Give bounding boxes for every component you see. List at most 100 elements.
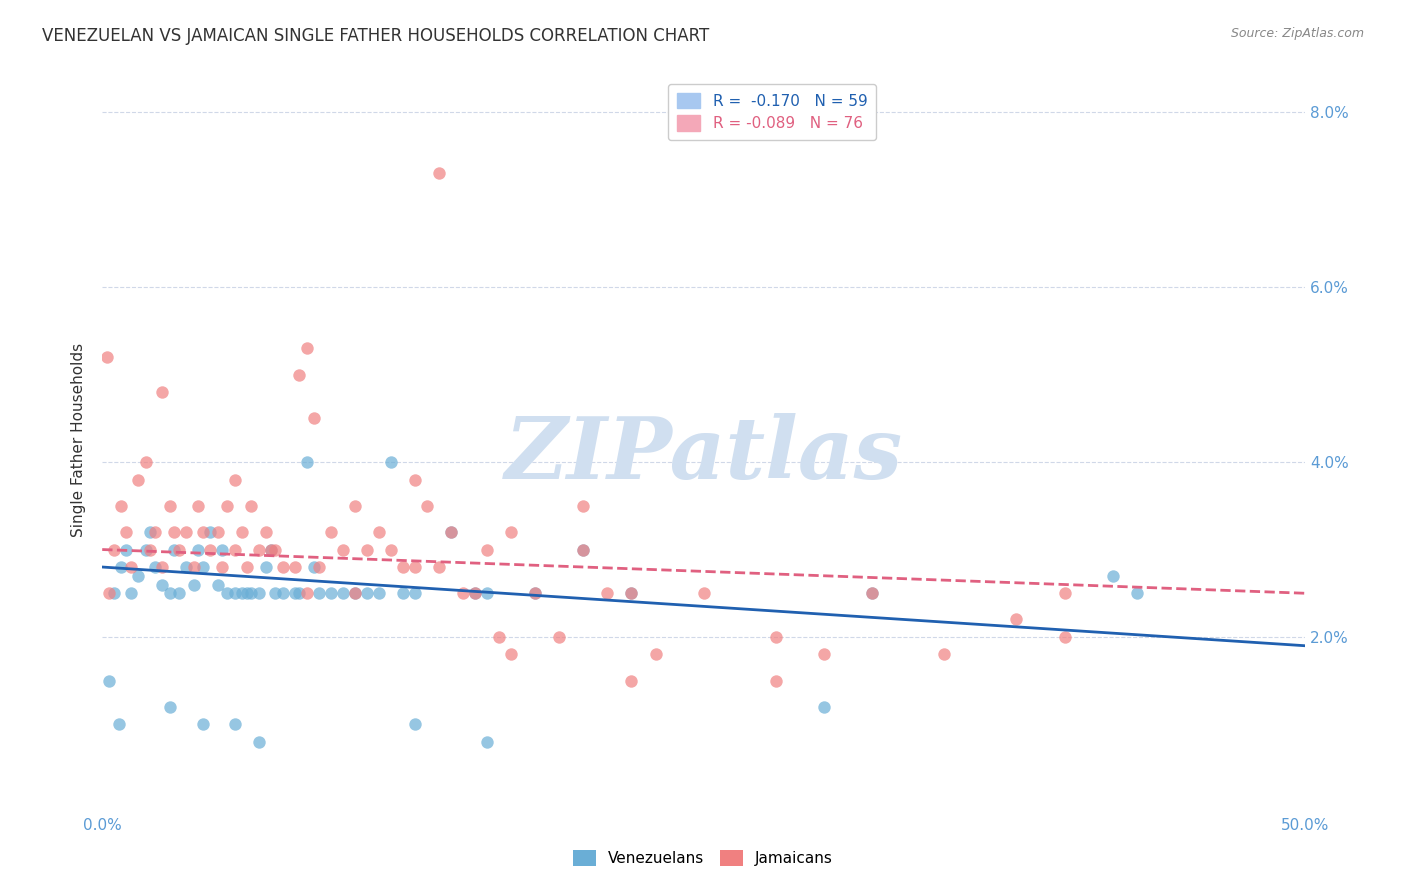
Point: [356, 542, 378, 557]
Point: [302, 411, 325, 425]
Point: [488, 630, 510, 644]
Point: [193, 717, 215, 731]
Point: [404, 473, 426, 487]
Point: [183, 560, 205, 574]
Point: [200, 542, 222, 557]
Point: [295, 586, 318, 600]
Point: [139, 524, 162, 539]
Point: [308, 560, 330, 574]
Point: [620, 586, 643, 600]
Point: [247, 542, 270, 557]
Point: [115, 524, 138, 539]
Text: Source: ZipAtlas.com: Source: ZipAtlas.com: [1230, 27, 1364, 40]
Point: [308, 586, 330, 600]
Point: [501, 524, 523, 539]
Point: [1053, 586, 1076, 600]
Point: [96, 350, 118, 364]
Point: [259, 542, 281, 557]
Point: [440, 524, 463, 539]
Point: [1101, 568, 1123, 582]
Point: [284, 586, 307, 600]
Point: [451, 586, 474, 600]
Point: [224, 717, 246, 731]
Point: [108, 717, 131, 731]
Point: [548, 630, 571, 644]
Point: [367, 586, 389, 600]
Point: [427, 560, 450, 574]
Legend: R =  -0.170   N = 59, R = -0.089   N = 76: R = -0.170 N = 59, R = -0.089 N = 76: [668, 84, 876, 140]
Point: [464, 586, 486, 600]
Point: [187, 542, 209, 557]
Point: [380, 455, 402, 469]
Point: [343, 586, 366, 600]
Point: [231, 524, 253, 539]
Point: [127, 568, 149, 582]
Point: [501, 648, 523, 662]
Point: [464, 586, 486, 600]
Point: [115, 542, 138, 557]
Point: [159, 586, 181, 600]
Point: [1005, 613, 1028, 627]
Point: [404, 586, 426, 600]
Legend: Venezuelans, Jamaicans: Venezuelans, Jamaicans: [564, 841, 842, 875]
Point: [271, 560, 294, 574]
Point: [860, 586, 883, 600]
Point: [392, 586, 415, 600]
Point: [167, 586, 190, 600]
Point: [235, 560, 257, 574]
Point: [134, 455, 156, 469]
Point: [416, 499, 439, 513]
Point: [120, 586, 142, 600]
Point: [288, 368, 311, 382]
Point: [295, 455, 318, 469]
Point: [271, 586, 294, 600]
Text: ZIPatlas: ZIPatlas: [505, 413, 903, 497]
Point: [319, 524, 342, 539]
Point: [143, 524, 166, 539]
Point: [475, 735, 498, 749]
Point: [240, 499, 263, 513]
Point: [356, 586, 378, 600]
Point: [150, 577, 173, 591]
Point: [187, 499, 209, 513]
Point: [765, 630, 787, 644]
Point: [134, 542, 156, 557]
Point: [692, 586, 714, 600]
Point: [98, 586, 121, 600]
Point: [98, 673, 121, 688]
Point: [1053, 630, 1076, 644]
Point: [224, 542, 246, 557]
Point: [572, 542, 595, 557]
Point: [392, 560, 415, 574]
Point: [319, 586, 342, 600]
Point: [163, 542, 186, 557]
Point: [620, 586, 643, 600]
Point: [254, 560, 277, 574]
Point: [332, 542, 354, 557]
Point: [302, 560, 325, 574]
Point: [440, 524, 463, 539]
Point: [247, 586, 270, 600]
Point: [183, 577, 205, 591]
Point: [1125, 586, 1147, 600]
Point: [240, 586, 263, 600]
Point: [150, 560, 173, 574]
Point: [813, 648, 835, 662]
Point: [259, 542, 281, 557]
Text: 50.0%: 50.0%: [1281, 818, 1329, 833]
Point: [150, 385, 173, 400]
Point: [572, 499, 595, 513]
Point: [217, 499, 239, 513]
Point: [247, 735, 270, 749]
Point: [217, 586, 239, 600]
Point: [207, 524, 229, 539]
Point: [765, 673, 787, 688]
Point: [620, 673, 643, 688]
Point: [284, 560, 307, 574]
Point: [193, 524, 215, 539]
Point: [264, 586, 287, 600]
Point: [103, 586, 125, 600]
Point: [127, 473, 149, 487]
Point: [644, 648, 666, 662]
Point: [110, 499, 132, 513]
